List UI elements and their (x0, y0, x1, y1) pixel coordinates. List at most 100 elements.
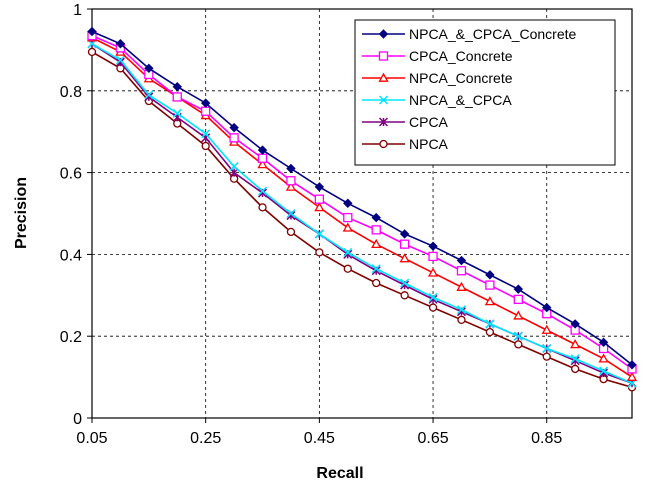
data-point (400, 291, 409, 300)
legend-swatch-marker (378, 51, 389, 61)
data-point (570, 339, 581, 349)
data-point (257, 145, 268, 155)
data-point (115, 55, 125, 65)
legend-entry: CPCA_Concrete (362, 48, 513, 64)
legend-label: CPCA (409, 114, 449, 130)
data-point (456, 255, 467, 266)
data-point (342, 222, 353, 232)
series-line (91, 43, 633, 384)
data-point (627, 360, 637, 370)
data-point (343, 212, 353, 223)
data-point (513, 294, 523, 305)
legend-box (354, 19, 616, 166)
data-point (343, 264, 352, 273)
legend-label: NPCA_Concrete (409, 70, 513, 86)
series-npca (87, 47, 637, 392)
data-point (571, 364, 580, 374)
data-point (257, 159, 268, 169)
legend-entry: NPCA_Concrete (362, 70, 513, 86)
legend-label: NPCA_&_CPCA (409, 92, 512, 108)
legend-swatch-marker (378, 72, 389, 82)
data-point (315, 248, 324, 257)
data-point (257, 186, 268, 196)
data-point (428, 251, 438, 262)
data-point (372, 278, 381, 288)
data-point (87, 26, 97, 37)
legend-label: NPCA (409, 136, 449, 152)
data-point (314, 202, 325, 212)
data-point (514, 340, 523, 349)
x-tick-label: 0.85 (531, 430, 562, 447)
data-point (201, 141, 210, 151)
data-point (285, 181, 297, 191)
legend-swatch-marker (378, 29, 389, 39)
data-point (229, 133, 239, 143)
data-point (314, 182, 325, 192)
data-point (457, 315, 466, 324)
data-point (229, 122, 239, 133)
data-point (172, 82, 182, 92)
data-point (399, 253, 410, 263)
x-tick-label: 0.45 (304, 430, 335, 447)
x-axis-label: Recall (316, 465, 363, 482)
data-point (598, 353, 609, 363)
data-point (485, 270, 495, 280)
data-point (172, 108, 182, 118)
y-tick-label: 1 (73, 2, 82, 19)
data-point (513, 284, 524, 294)
x-tick-labels: 0.05 0.25 0.45 0.65 0.85 (76, 418, 562, 447)
y-tick-label: 0 (73, 411, 82, 428)
y-tick-labels: 0 0.2 0.4 0.6 0.8 1 (60, 2, 92, 428)
data-point (570, 319, 580, 329)
data-point (314, 229, 324, 239)
data-point (598, 337, 609, 348)
data-point (456, 281, 467, 291)
legend-swatch-marker (379, 139, 388, 149)
data-point (343, 198, 353, 208)
data-point (314, 194, 325, 204)
data-point (541, 324, 552, 334)
data-point (200, 98, 211, 108)
series-line (91, 51, 633, 389)
data-point (484, 296, 495, 306)
data-point (542, 302, 552, 313)
data-point (570, 354, 580, 364)
data-point (428, 303, 438, 312)
series-layer (86, 26, 638, 392)
data-point (286, 208, 296, 219)
y-tick-label: 0.2 (60, 329, 82, 346)
series-npca-cpca-concrete (87, 26, 637, 370)
data-point (599, 366, 609, 376)
y-tick-label: 0.4 (60, 247, 82, 264)
legend-entry: NPCA (362, 136, 449, 152)
plot-area-frame (91, 8, 633, 419)
data-point (229, 161, 239, 171)
legend-label: CPCA_Concrete (409, 48, 513, 64)
legend-entry: NPCA_&_CPCA (362, 92, 512, 108)
y-axis-label: Precision (13, 177, 30, 249)
data-point (485, 327, 495, 337)
data-point (399, 229, 410, 239)
data-point (456, 266, 467, 276)
data-point (428, 292, 438, 302)
data-point (485, 280, 495, 290)
data-point (371, 238, 382, 249)
data-point (485, 319, 495, 329)
legend-label: NPCA_&_CPCA_Concrete (409, 26, 577, 42)
data-point (286, 176, 296, 186)
y-tick-label: 0.6 (60, 166, 82, 183)
data-point (456, 305, 467, 315)
data-point (542, 343, 552, 354)
data-point (144, 63, 154, 74)
data-point (286, 227, 296, 237)
data-point (542, 352, 551, 361)
data-point (371, 225, 381, 235)
x-tick-label: 0.05 (76, 430, 107, 447)
data-point (201, 129, 211, 139)
legend-swatch-marker (378, 95, 389, 105)
data-point (201, 133, 211, 143)
data-point (626, 371, 638, 381)
data-point (258, 203, 267, 212)
data-point (257, 153, 268, 163)
data-point (144, 90, 154, 100)
